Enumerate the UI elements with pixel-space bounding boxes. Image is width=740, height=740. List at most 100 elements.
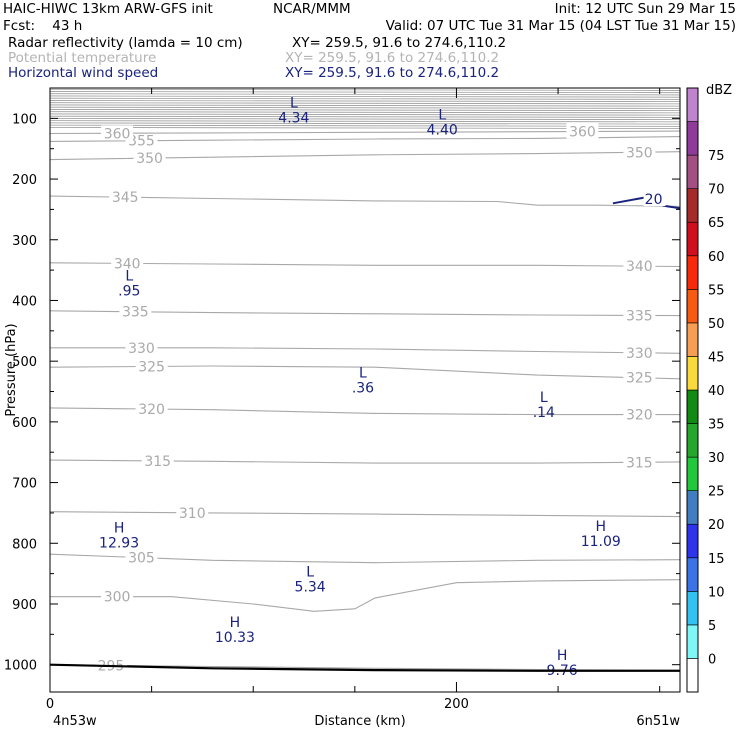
theta-contour-upper	[49, 111, 681, 114]
contour-label-bg	[101, 125, 134, 141]
x-axis-label: Distance (km)	[314, 714, 405, 729]
header-title-left: HAIC-HIWC 13km ARW-GFS init	[3, 1, 213, 17]
y-tick-label: 800	[12, 537, 37, 552]
colorbar-swatch	[686, 121, 699, 156]
theta-contour-305	[49, 553, 681, 564]
colorbar-swatch	[686, 188, 699, 223]
wind-extremum-L: L	[540, 390, 548, 406]
y-tick-label: 1000	[4, 659, 37, 674]
colorbar-level-label: 35	[708, 418, 725, 433]
colorbar-swatch	[686, 624, 699, 659]
colorbar-level-label: 70	[708, 183, 725, 198]
contour-label-bg	[623, 406, 656, 422]
contour-label-bg	[623, 454, 656, 470]
wind-extremum-value: 4.40	[427, 123, 458, 139]
contour-label-bg	[119, 303, 152, 319]
y-tick-label: 300	[12, 234, 37, 249]
header-forecast-hour: Fcst: 43 h	[3, 18, 83, 34]
theta-contour-label-310: 310	[179, 506, 206, 522]
theta-contour-label-315: 315	[626, 455, 653, 471]
plot-frame	[49, 87, 681, 693]
colorbar-swatch	[686, 289, 699, 324]
theta-contour-300	[50, 579, 681, 612]
field-xy-wind: XY= 259.5, 91.6 to 274.6,110.2	[285, 65, 500, 81]
field-name-wind: Horizontal wind speed	[8, 65, 159, 81]
theta-contour-upper	[49, 120, 681, 123]
wind-extremum-value: .36	[352, 381, 374, 397]
colorbar-level-label: 75	[708, 149, 725, 164]
colorbar-swatch	[686, 221, 699, 257]
colorbar-level-label: 65	[708, 216, 725, 231]
theta-contour-upper	[49, 109, 681, 112]
theta-contour-label-300: 300	[104, 590, 131, 606]
theta-contour-label-360: 360	[104, 126, 131, 142]
colorbar-swatch	[686, 389, 699, 424]
y-tick-label: 500	[12, 355, 37, 370]
wind-extremum-H: H	[114, 520, 125, 536]
contour-label-bg	[643, 191, 666, 207]
wind-contour-label-20: 20	[645, 192, 663, 208]
y-tick-label: 200	[12, 173, 37, 188]
colorbar-level-label: 0	[708, 652, 716, 667]
theta-contour-340	[49, 262, 681, 268]
header-title-center: NCAR/MMM	[273, 1, 351, 17]
colorbar-swatch	[686, 154, 699, 189]
theta-contour-310	[49, 511, 681, 518]
contour-label-bg	[125, 339, 158, 355]
colorbar-level-label: 30	[708, 451, 725, 466]
colorbar-level-label: 55	[708, 283, 725, 298]
wind-extremum-value: 11.09	[581, 534, 621, 550]
colorbar-swatch	[686, 456, 699, 491]
colorbar-level-label: 60	[708, 250, 725, 265]
theta-contour-label-340: 340	[114, 256, 141, 272]
colorbar-level-label: 40	[708, 384, 725, 399]
header-init-time: Init: 12 UTC Sun 29 Mar 15	[554, 1, 736, 17]
x-tick-label: 200	[444, 697, 469, 712]
wind-extremum-L: L	[306, 565, 314, 581]
field-xy-theta: XY= 259.5, 91.6 to 274.6,110.2	[285, 50, 500, 66]
colorbar-swatch	[686, 490, 699, 525]
colorbar-level-label: 25	[708, 485, 725, 500]
theta-contour-upper	[49, 118, 681, 121]
theta-contour-label-350: 350	[626, 145, 653, 161]
colorbar-level-label: 10	[708, 585, 725, 600]
colorbar-swatch	[686, 87, 699, 122]
colorbar-swatch	[686, 658, 699, 693]
wind-extremum-value: .14	[533, 405, 555, 421]
wind-extremum-H: H	[230, 615, 241, 631]
y-tick-label: 400	[12, 294, 37, 309]
theta-contour-upper	[49, 95, 681, 98]
theta-contour-upper	[49, 97, 681, 100]
contour-label-bg	[141, 452, 174, 468]
colorbar-swatch	[686, 255, 699, 290]
theta-contour-upper	[49, 115, 681, 118]
colorbar-swatch	[686, 523, 699, 559]
colorbar-level-label: 20	[708, 518, 725, 533]
contour-label-bg	[623, 144, 656, 160]
theta-contour-label-330: 330	[128, 341, 155, 357]
wind-extremum-H: H	[595, 519, 606, 535]
theta-contour-upper	[49, 100, 681, 103]
theta-contour-upper	[49, 91, 681, 94]
y-tick-label: 100	[12, 112, 37, 127]
theta-contour-label-325: 325	[626, 371, 653, 387]
theta-contour-label-330: 330	[626, 346, 653, 362]
theta-contour-label-315: 315	[144, 454, 171, 470]
colorbar-level-label: 15	[708, 552, 725, 567]
contour-label-bg	[135, 401, 168, 417]
wind-extremum-L: L	[438, 108, 446, 124]
y-tick-label: 700	[12, 477, 37, 492]
y-tick-label: 900	[12, 598, 37, 613]
field-name-reflectivity: Radar reflectivity (lamda = 10 cm)	[8, 35, 243, 51]
wind-extremum-value: .95	[118, 283, 140, 299]
theta-contour-label-320: 320	[626, 408, 653, 424]
field-xy-reflectivity: XY= 259.5, 91.6 to 274.6,110.2	[292, 35, 507, 51]
terrain-surface-line	[49, 663, 680, 672]
contour-label-bg	[135, 358, 168, 374]
wind-extremum-value: 10.33	[215, 630, 255, 646]
wind-extremum-L: L	[290, 95, 298, 111]
colorbar-level-label: 45	[708, 350, 725, 365]
theta-contour-upper	[49, 88, 681, 91]
wind-extremum-value: 4.34	[278, 110, 309, 126]
